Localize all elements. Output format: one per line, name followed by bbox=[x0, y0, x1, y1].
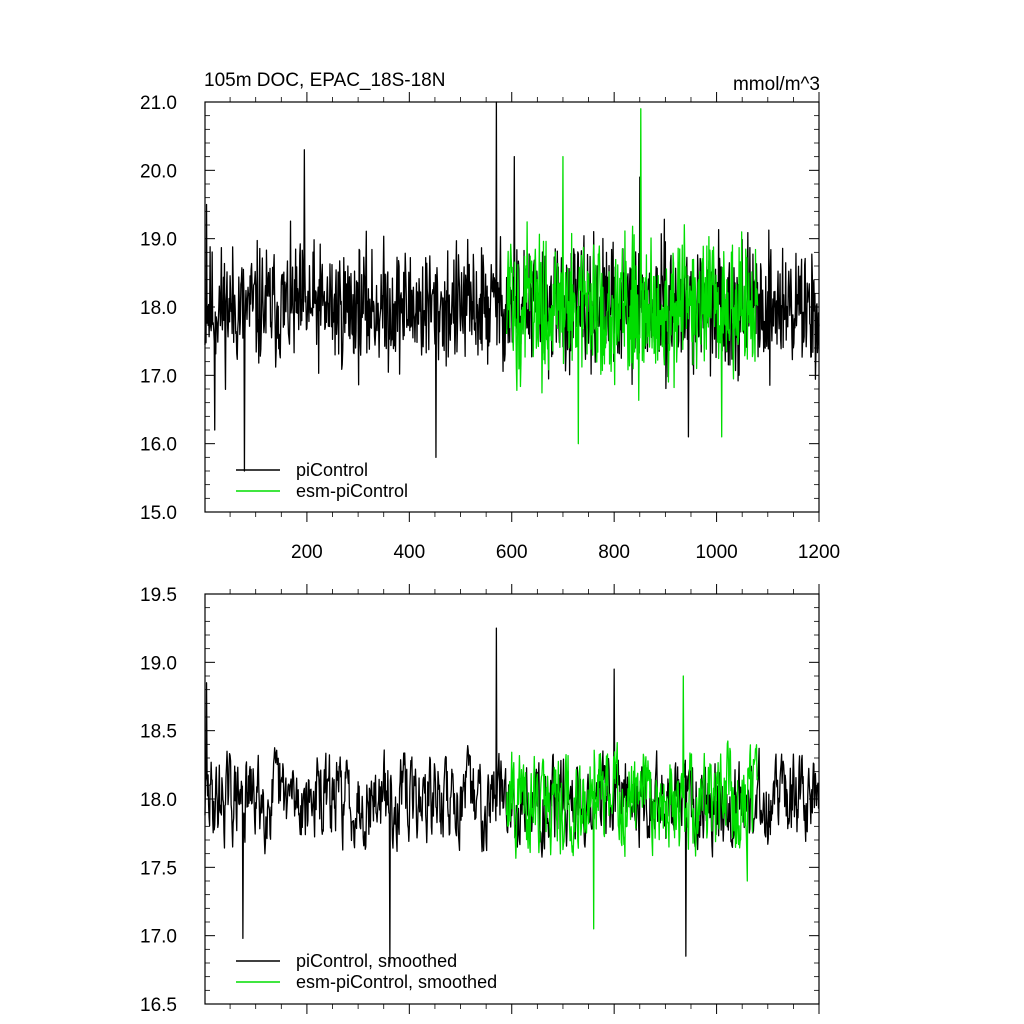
y-tick-label: 19.5 bbox=[140, 585, 177, 606]
legend-label-picontrol: piControl bbox=[296, 460, 368, 480]
axis-ticks-top: 15.0 16.0 17.0 18.0 19.0 20.0 21.0 200 400 600 800… bbox=[140, 92, 840, 563]
y-tick-label: 19.0 bbox=[140, 653, 177, 674]
y-tick-label: 17.0 bbox=[140, 366, 177, 387]
axis-ticks-bottom: 16.5 17.0 17.5 18.0 18.5 19.0 19.5 bbox=[140, 584, 820, 1016]
legend-label-picontrol-smoothed: piControl, smoothed bbox=[296, 951, 457, 971]
x-tick-label: 600 bbox=[496, 542, 528, 563]
chart-title: 105m DOC, EPAC_18S-18N bbox=[204, 70, 445, 91]
legend-label-esm-picontrol-smoothed: esm-piControl, smoothed bbox=[296, 972, 497, 992]
chart-units: mmol/m^3 bbox=[733, 74, 820, 95]
x-tick-label: 400 bbox=[393, 542, 425, 563]
chart-top: 105m DOC, EPAC_18S-18N mmol/m^3 15.0 16.0… bbox=[140, 70, 840, 563]
x-tick-label: 200 bbox=[291, 542, 323, 563]
y-tick-label: 18.5 bbox=[140, 722, 177, 743]
series-lines-top bbox=[204, 101, 820, 472]
y-tick-label: 21.0 bbox=[140, 93, 177, 114]
y-tick-label: 20.0 bbox=[140, 161, 177, 182]
y-tick-label: 16.0 bbox=[140, 435, 177, 456]
y-tick-label: 19.0 bbox=[140, 230, 177, 251]
x-tick-label: 1000 bbox=[695, 542, 737, 563]
x-tick-label: 1200 bbox=[798, 542, 840, 563]
legend-top: piControl esm-piControl bbox=[236, 460, 408, 501]
y-tick-label: 17.5 bbox=[140, 858, 177, 879]
series-lines-bottom bbox=[204, 627, 820, 964]
chart-bottom: 16.5 17.0 17.5 18.0 18.5 19.0 19.5 piControl, … bbox=[140, 584, 820, 1016]
y-tick-label: 17.0 bbox=[140, 927, 177, 948]
y-tick-label: 18.0 bbox=[140, 298, 177, 319]
series-line-esm-picontrol-smoothed bbox=[505, 675, 759, 930]
legend-bottom: piControl, smoothed esm-piControl, smoot… bbox=[236, 951, 497, 992]
x-tick-label: 800 bbox=[598, 542, 630, 563]
y-tick-label: 15.0 bbox=[140, 503, 177, 524]
y-tick-label: 18.0 bbox=[140, 790, 177, 811]
legend-label-esm-picontrol: esm-piControl bbox=[296, 481, 408, 501]
y-tick-label: 16.5 bbox=[140, 995, 177, 1016]
series-line-esm-picontrol bbox=[505, 108, 759, 445]
